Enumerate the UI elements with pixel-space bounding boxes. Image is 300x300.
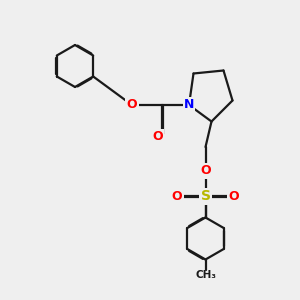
Text: N: N — [184, 98, 194, 112]
Text: CH₃: CH₃ — [195, 270, 216, 280]
Text: O: O — [229, 190, 239, 203]
Text: S: S — [200, 190, 211, 203]
Text: O: O — [200, 164, 211, 178]
Text: O: O — [127, 98, 137, 112]
Text: O: O — [172, 190, 182, 203]
Text: O: O — [152, 130, 163, 143]
